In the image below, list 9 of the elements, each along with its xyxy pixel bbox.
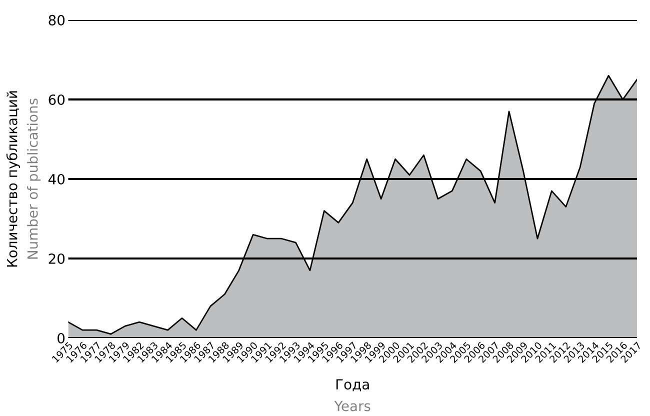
y-tick-label: 20 bbox=[48, 253, 65, 264]
y-axis-title: Количество публикаций bbox=[6, 91, 20, 267]
y-tick-label: 60 bbox=[48, 94, 65, 105]
y-tick-label: 40 bbox=[48, 174, 65, 184]
text: Number of publications bbox=[27, 98, 41, 259]
text: Years bbox=[334, 400, 370, 412]
y-tick-label: 80 bbox=[48, 14, 65, 26]
x-axis-title: Года bbox=[336, 379, 369, 392]
y-tick-label: 0 bbox=[58, 332, 65, 344]
